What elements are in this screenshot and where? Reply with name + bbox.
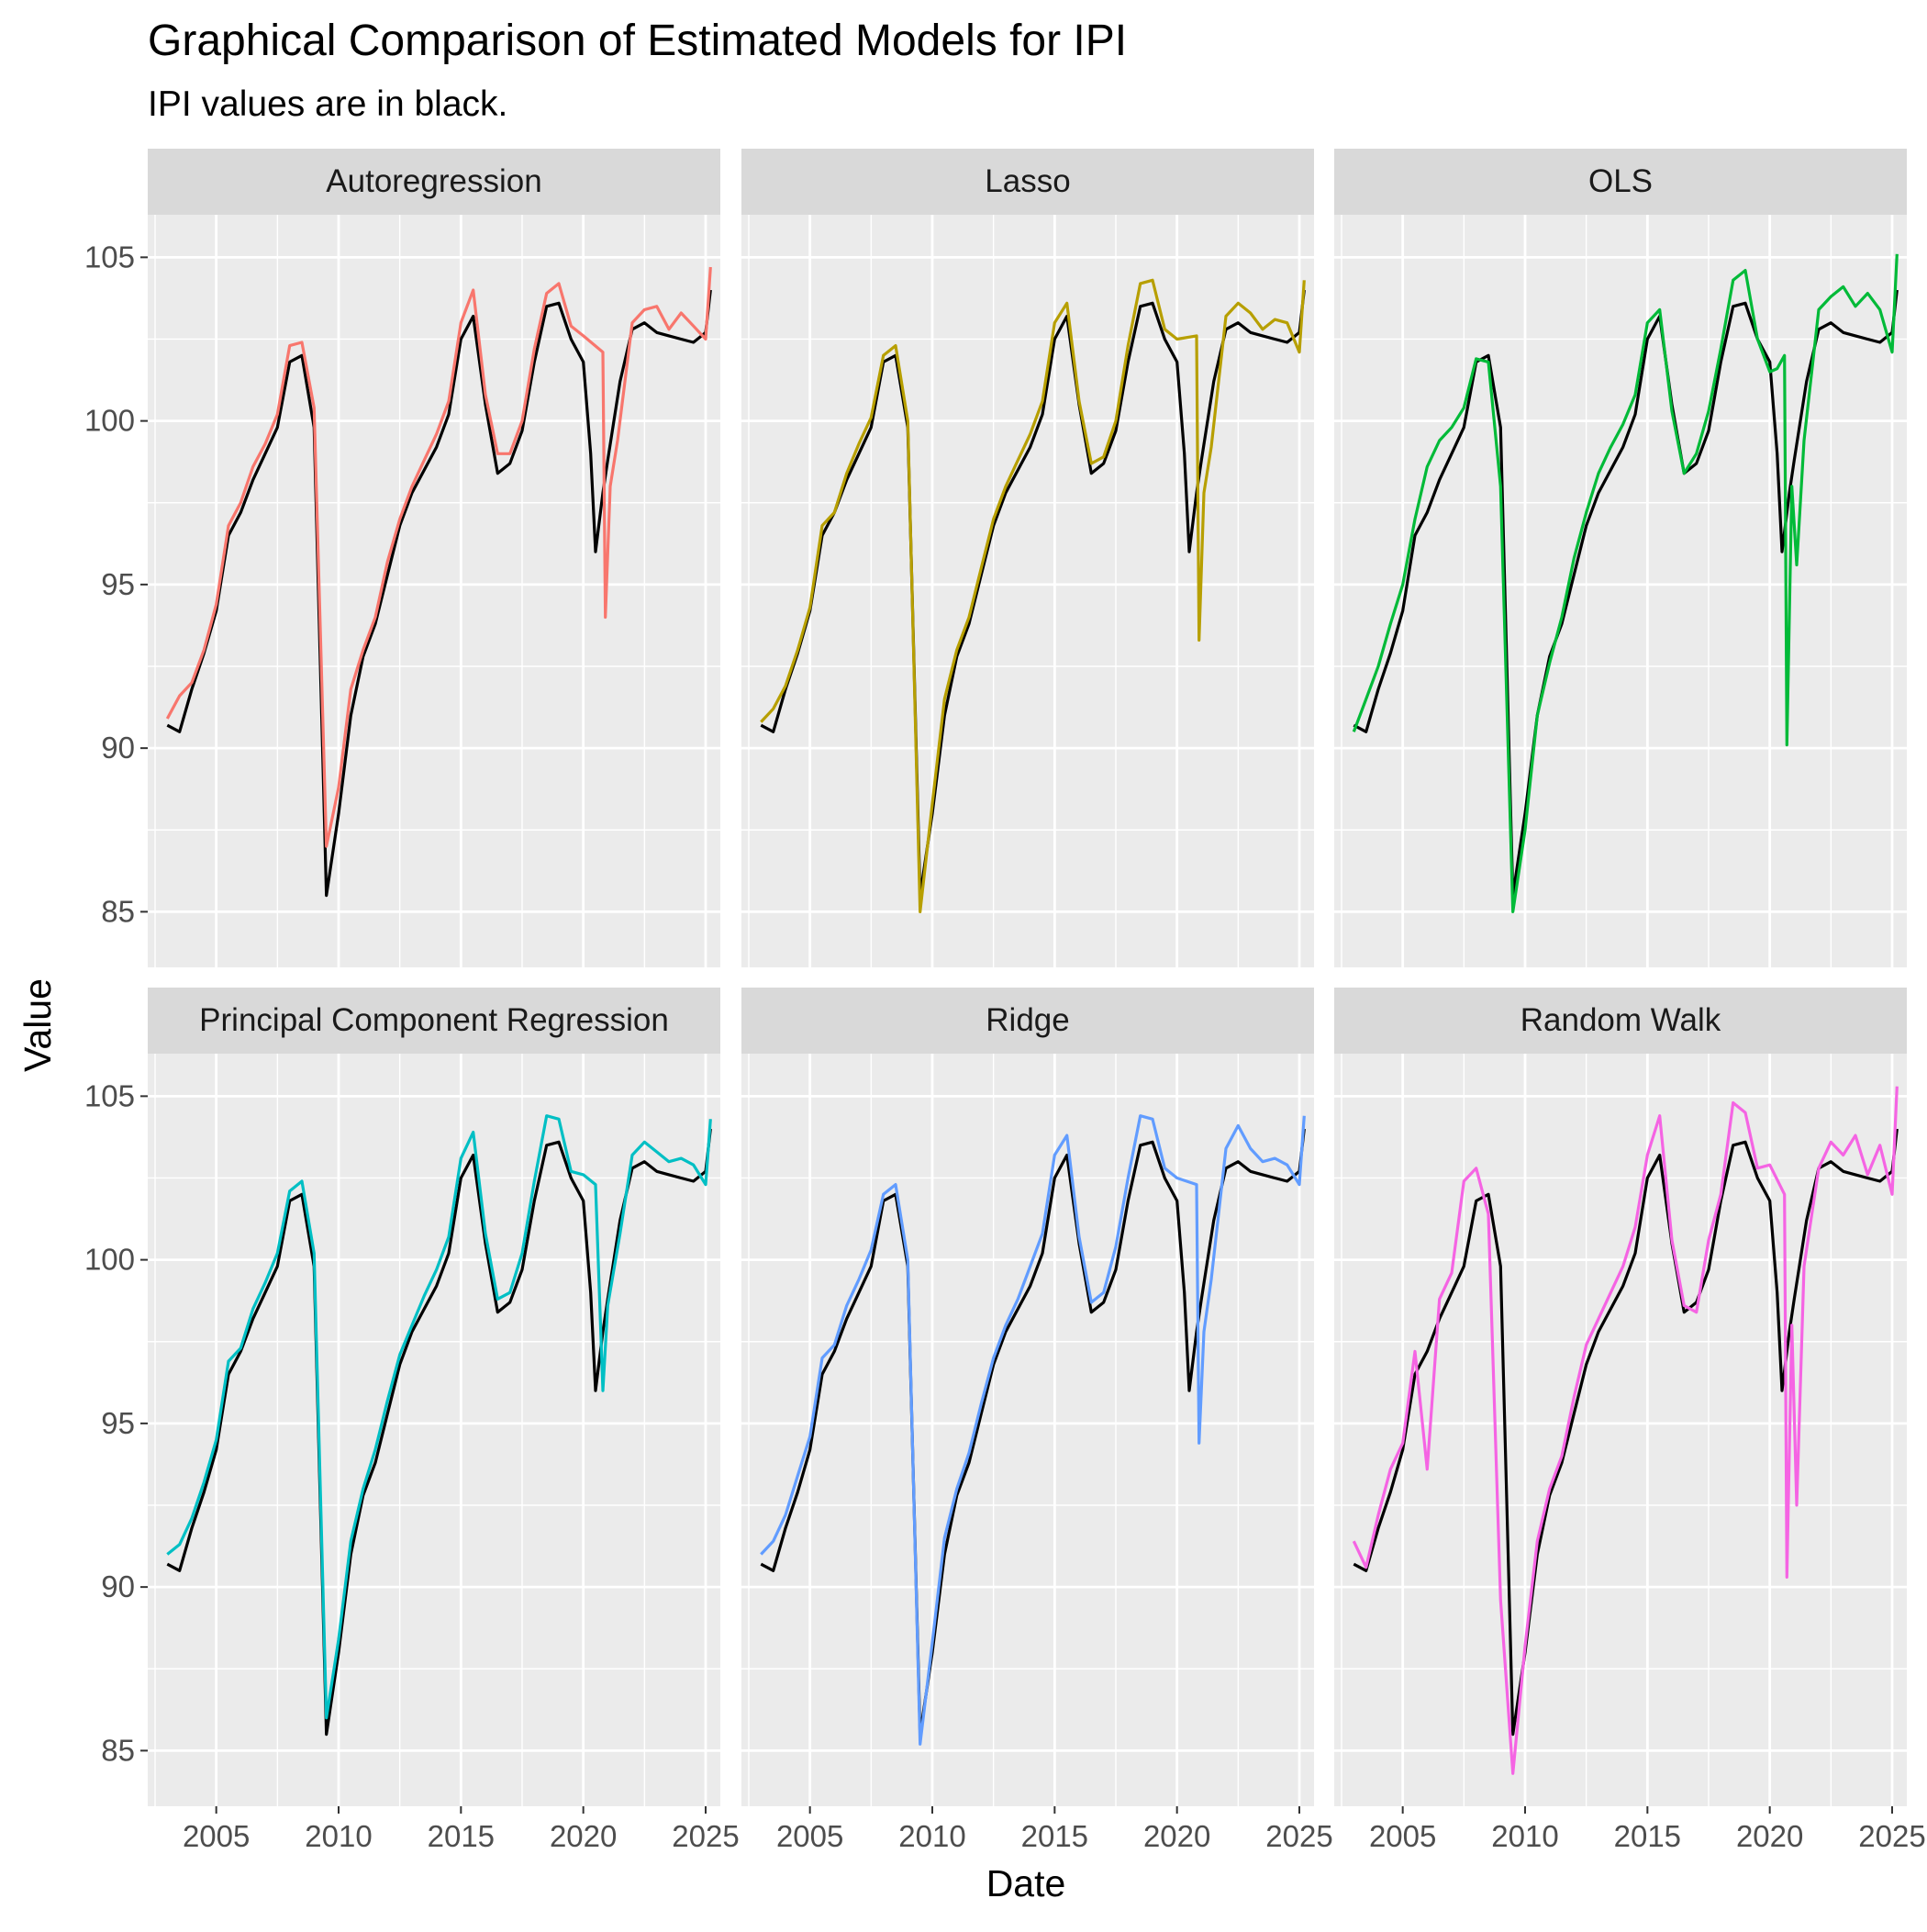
x-axis-title: Date — [986, 1862, 1066, 1904]
x-tick-label: 2025 — [672, 1819, 739, 1853]
plot-background — [1334, 215, 1907, 967]
plot-background — [148, 215, 720, 967]
y-tick-label: 95 — [101, 567, 135, 601]
ipi-actual-line — [166, 289, 712, 898]
facet-strip-label: Ridge — [986, 1002, 1069, 1038]
facet-strip-label: Autoregression — [326, 163, 541, 199]
plot-background — [741, 1054, 1314, 1806]
x-tick-label: 2005 — [1369, 1819, 1436, 1853]
facet-panels: Autoregression 85 90 95 100 105 Lasso OLS Princi… — [84, 149, 1926, 1853]
facet-strip — [1334, 149, 1907, 215]
x-tick-label: 2020 — [550, 1819, 617, 1853]
y-tick-label: 90 — [101, 1569, 135, 1603]
x-tick-label: 2015 — [428, 1819, 495, 1853]
facet-strip — [741, 988, 1314, 1054]
model-estimate-line — [166, 1114, 712, 1720]
x-tick-label: 2015 — [1614, 1819, 1681, 1853]
chart-title: Graphical Comparison of Estimated Models… — [148, 17, 1127, 65]
facet-panel: OLS — [1334, 149, 1907, 967]
facet-strip — [148, 988, 720, 1054]
ipi-actual-line — [760, 1128, 1306, 1737]
x-tick-label: 2015 — [1021, 1819, 1088, 1853]
y-tick-label: 95 — [101, 1406, 135, 1440]
facet-panel: Lasso — [741, 149, 1314, 967]
x-tick-label: 2005 — [776, 1819, 843, 1853]
plot-background — [148, 1054, 720, 1806]
x-tick-label: 2020 — [1736, 1819, 1803, 1853]
y-tick-label: 85 — [101, 1733, 135, 1767]
facet-strip-label: OLS — [1588, 163, 1653, 199]
model-estimate-line — [760, 278, 1306, 913]
facet-panel: Ridge 2005 2010 2015 2020 2025 — [741, 988, 1333, 1853]
x-tick-label: 2010 — [898, 1819, 965, 1853]
x-tick-label: 2025 — [1265, 1819, 1332, 1853]
x-tick-label: 2005 — [183, 1819, 250, 1853]
y-tick-label: 105 — [84, 1078, 135, 1112]
y-tick-label: 90 — [101, 731, 135, 765]
model-estimate-line — [760, 1114, 1306, 1746]
ipi-actual-line — [1353, 1128, 1899, 1737]
facet-strip — [1334, 988, 1907, 1054]
facet-strip-label: Random Walk — [1520, 1002, 1721, 1038]
model-estimate-line — [1352, 253, 1899, 913]
facet-strip-label: Principal Component Regression — [199, 1002, 669, 1038]
y-tick-label: 85 — [101, 894, 135, 928]
x-tick-label: 2020 — [1143, 1819, 1210, 1853]
y-tick-label: 105 — [84, 240, 135, 274]
facet-strip — [148, 149, 720, 215]
y-tick-label: 100 — [84, 404, 135, 438]
facet-panel: Autoregression 85 90 95 100 105 — [84, 149, 720, 967]
ipi-actual-line — [1353, 289, 1899, 898]
model-estimate-line — [165, 266, 712, 848]
chart-subtitle: IPI values are in black. — [148, 84, 507, 124]
y-tick-label: 100 — [84, 1243, 135, 1277]
facet-panel: Principal Component Regression 85 90 95 100 1… — [84, 988, 740, 1853]
plot-background — [741, 215, 1314, 967]
x-tick-label: 2010 — [1491, 1819, 1558, 1853]
facet-panel: Random Walk 2005 2010 2015 2020 2025 — [1334, 988, 1926, 1853]
y-axis-title: Value — [17, 978, 59, 1072]
ipi-actual-line — [760, 289, 1306, 898]
x-tick-label: 2025 — [1858, 1819, 1925, 1853]
model-estimate-line — [1352, 1086, 1899, 1775]
facet-strip-label: Lasso — [985, 163, 1070, 199]
facet-strip — [741, 149, 1314, 215]
x-tick-label: 2010 — [305, 1819, 372, 1853]
